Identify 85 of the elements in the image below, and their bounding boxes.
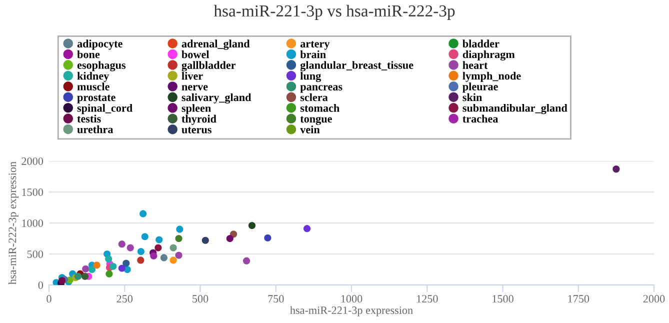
legend-label: gallbladder xyxy=(182,61,236,72)
point xyxy=(118,264,126,272)
point xyxy=(175,252,182,259)
legend-label: kidney xyxy=(77,72,110,82)
point xyxy=(248,222,256,230)
point xyxy=(176,226,184,233)
legend-label: bladder xyxy=(462,40,500,48)
x-tick-label: 0 xyxy=(46,295,52,303)
point xyxy=(156,236,163,244)
point xyxy=(170,256,177,264)
point xyxy=(106,270,113,278)
legend-label: thyroid xyxy=(182,114,216,125)
y-tick-label: 500 xyxy=(27,250,44,258)
legend-label: brain xyxy=(300,50,326,58)
point xyxy=(202,236,209,244)
legend-label: bowel xyxy=(182,50,210,58)
legend-label: salivary_gland xyxy=(182,93,252,104)
legend-label: sclera xyxy=(300,93,328,102)
legend-label: vein xyxy=(300,126,320,134)
legend-label: adrenal_gland xyxy=(182,40,250,50)
legend-label: heart xyxy=(462,61,488,69)
legend-label: prostate xyxy=(77,94,116,104)
x-tick-label: 250 xyxy=(116,295,133,303)
y-tick-label: 1500 xyxy=(22,188,44,196)
point xyxy=(88,266,96,274)
legend-label: nerve xyxy=(182,85,208,90)
point xyxy=(612,166,620,173)
legend-label: artery xyxy=(300,41,330,50)
legend-label: uterus xyxy=(182,126,212,134)
x-axis-title: hsa-miR-221-3p expression xyxy=(290,306,413,316)
legend-label: lymph_node xyxy=(462,72,521,82)
point xyxy=(264,234,272,242)
legend-label: urethra xyxy=(77,125,114,134)
point xyxy=(122,260,130,267)
x-tick-label: 1250 xyxy=(416,295,438,303)
point xyxy=(81,272,89,280)
x-tick-label: 750 xyxy=(268,295,284,303)
point xyxy=(137,248,144,256)
point xyxy=(93,262,100,269)
point xyxy=(150,252,158,260)
point xyxy=(58,277,66,284)
legend-label: diaphragm xyxy=(462,50,515,61)
x-tick-label: 1750 xyxy=(568,295,590,303)
x-tick-label: 2000 xyxy=(643,295,665,303)
point xyxy=(303,225,311,232)
legend-label: submandibular_gland xyxy=(462,104,568,114)
point xyxy=(160,254,168,262)
x-tick-label: 1000 xyxy=(341,295,362,303)
point xyxy=(137,256,144,264)
legend-label: bone xyxy=(77,50,100,58)
legend-label: liver xyxy=(182,72,203,80)
point xyxy=(141,233,148,240)
legend-label: spleen xyxy=(182,104,211,114)
legend-label: adipocyte xyxy=(77,40,122,50)
point xyxy=(140,210,147,218)
legend-label: glandular_breast_tissue xyxy=(300,61,414,72)
point xyxy=(170,244,177,252)
chart-title: hsa-miR-221-3p vs hsa-miR-222-3p xyxy=(214,4,455,20)
legend-label: stomach xyxy=(300,104,340,112)
y-tick-label: 0 xyxy=(38,281,44,289)
point xyxy=(175,234,182,242)
legend-label: tongue xyxy=(300,116,332,125)
point xyxy=(105,255,112,262)
legend-label: pancreas xyxy=(300,85,342,93)
legend-label: spinal_cord xyxy=(77,104,132,114)
legend-label: skin xyxy=(462,93,482,102)
point xyxy=(226,234,234,242)
legend-label: trachea xyxy=(462,114,498,123)
legend-label: lung xyxy=(300,72,322,82)
point xyxy=(118,240,126,248)
point xyxy=(82,265,90,272)
y-tick-label: 1000 xyxy=(22,219,44,227)
point xyxy=(242,257,250,264)
y-axis-title: hsa-miR-222-3p expression xyxy=(8,162,18,284)
legend-label: testis xyxy=(77,114,101,123)
point xyxy=(110,262,117,270)
x-tick-label: 500 xyxy=(192,295,208,303)
x-tick-label: 1500 xyxy=(492,295,514,303)
legend-label: esophagus xyxy=(77,61,126,72)
y-tick-label: 2000 xyxy=(22,157,44,165)
legend-label: pleurae xyxy=(462,82,498,93)
point xyxy=(74,272,82,280)
point xyxy=(126,244,134,252)
legend-label: muscle xyxy=(77,82,110,90)
point xyxy=(154,244,162,252)
